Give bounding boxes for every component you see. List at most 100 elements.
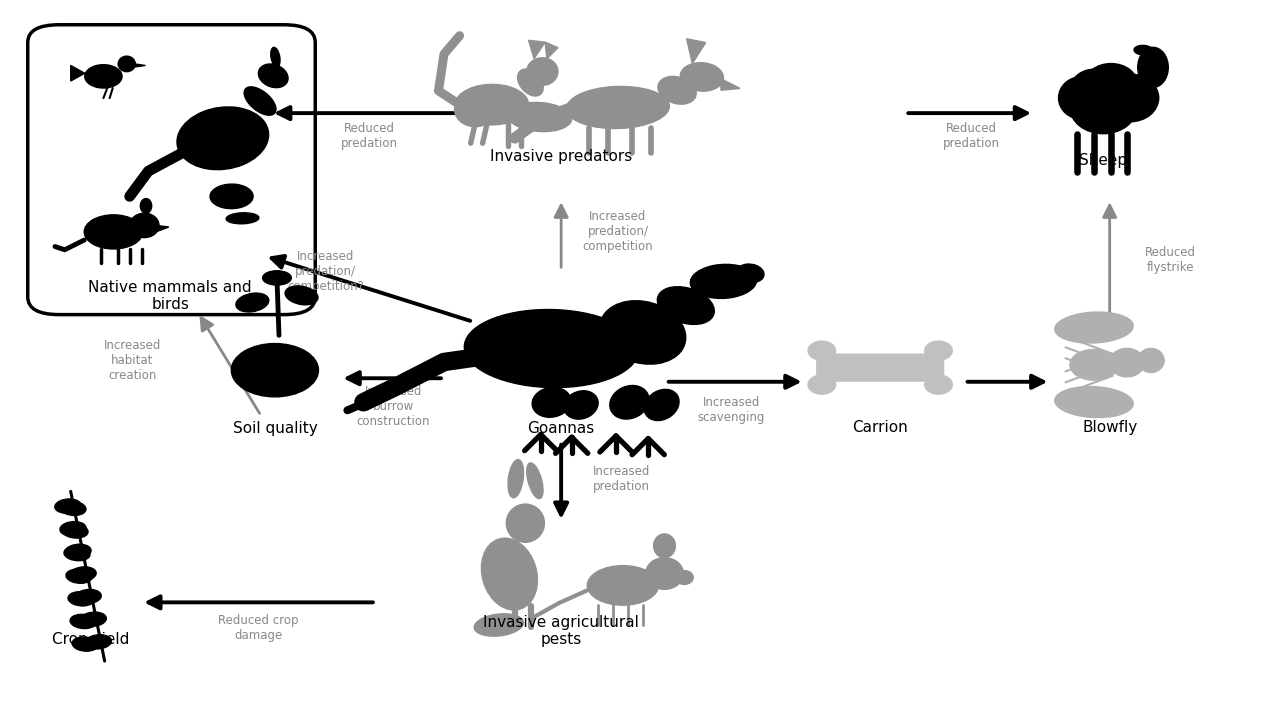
Ellipse shape [680, 63, 724, 91]
Ellipse shape [1137, 47, 1168, 88]
Ellipse shape [61, 522, 86, 536]
FancyBboxPatch shape [817, 354, 943, 381]
Ellipse shape [658, 76, 696, 104]
Ellipse shape [736, 264, 764, 283]
Ellipse shape [86, 635, 111, 649]
Text: Increased
predation/
competition?: Increased predation/ competition? [288, 250, 363, 293]
Text: Native mammals and
birds: Native mammals and birds [88, 280, 252, 312]
Ellipse shape [130, 214, 159, 238]
Polygon shape [156, 226, 169, 232]
Ellipse shape [1054, 312, 1134, 343]
Ellipse shape [508, 103, 571, 132]
Polygon shape [135, 64, 145, 67]
Ellipse shape [211, 184, 253, 209]
Ellipse shape [600, 300, 686, 364]
Ellipse shape [84, 215, 142, 249]
Ellipse shape [71, 614, 96, 629]
Text: Blowfly: Blowfly [1082, 420, 1137, 435]
Ellipse shape [1069, 349, 1119, 380]
Polygon shape [686, 39, 706, 64]
Ellipse shape [271, 47, 280, 67]
Ellipse shape [61, 501, 86, 515]
Ellipse shape [1058, 76, 1106, 119]
Ellipse shape [566, 86, 670, 129]
Text: Soil quality: Soil quality [232, 421, 318, 436]
Text: Increased
burrow
construction: Increased burrow construction [357, 385, 430, 428]
Ellipse shape [657, 287, 714, 325]
Text: Reduced
predation: Reduced predation [340, 122, 398, 150]
Text: Reduced crop
damage: Reduced crop damage [218, 614, 299, 642]
Polygon shape [528, 40, 545, 59]
Ellipse shape [66, 544, 91, 559]
Text: Invasive agricultural
pests: Invasive agricultural pests [483, 614, 639, 647]
Ellipse shape [177, 107, 269, 170]
Ellipse shape [62, 524, 88, 538]
Ellipse shape [1137, 349, 1164, 373]
Ellipse shape [644, 390, 680, 421]
Ellipse shape [646, 558, 683, 590]
Polygon shape [71, 66, 84, 81]
Ellipse shape [517, 69, 543, 96]
Ellipse shape [245, 87, 276, 115]
Ellipse shape [68, 592, 95, 606]
Ellipse shape [1101, 74, 1159, 122]
Ellipse shape [454, 92, 496, 127]
Ellipse shape [527, 463, 543, 498]
Polygon shape [721, 79, 740, 90]
Ellipse shape [64, 547, 90, 561]
Ellipse shape [564, 391, 598, 419]
Ellipse shape [66, 569, 92, 583]
Ellipse shape [1071, 69, 1117, 107]
Polygon shape [545, 42, 557, 59]
Text: Sheep: Sheep [1079, 153, 1127, 168]
Ellipse shape [226, 213, 259, 224]
Ellipse shape [259, 64, 288, 88]
Text: Increased
predation: Increased predation [593, 465, 651, 493]
Ellipse shape [690, 264, 757, 298]
Ellipse shape [232, 119, 261, 135]
Text: Reduced
flystrike: Reduced flystrike [1145, 246, 1195, 274]
Ellipse shape [71, 567, 96, 581]
Ellipse shape [76, 590, 101, 604]
Ellipse shape [231, 344, 319, 397]
Ellipse shape [464, 310, 638, 387]
Ellipse shape [532, 387, 571, 417]
Ellipse shape [653, 534, 676, 558]
Ellipse shape [924, 341, 952, 360]
Ellipse shape [527, 58, 557, 86]
Text: Goannas: Goannas [527, 421, 595, 436]
Text: Carrion: Carrion [852, 420, 908, 435]
Ellipse shape [72, 637, 98, 651]
Ellipse shape [610, 385, 649, 419]
Ellipse shape [588, 566, 658, 605]
Ellipse shape [474, 614, 523, 636]
Ellipse shape [1134, 45, 1153, 55]
Text: Increased
scavenging: Increased scavenging [697, 396, 765, 424]
Ellipse shape [119, 56, 135, 71]
Ellipse shape [285, 286, 318, 305]
Ellipse shape [54, 499, 81, 513]
Ellipse shape [84, 65, 122, 88]
Ellipse shape [140, 199, 151, 214]
Ellipse shape [808, 341, 836, 360]
Ellipse shape [924, 375, 952, 395]
Ellipse shape [506, 504, 545, 542]
Ellipse shape [508, 460, 523, 498]
Text: Reduced
predation: Reduced predation [942, 122, 1000, 150]
Ellipse shape [1054, 387, 1134, 418]
Ellipse shape [81, 612, 106, 626]
Ellipse shape [1110, 349, 1145, 377]
Text: Increased
habitat
creation: Increased habitat creation [103, 339, 161, 382]
FancyBboxPatch shape [28, 25, 315, 315]
Ellipse shape [1071, 81, 1136, 134]
Ellipse shape [808, 375, 836, 395]
Ellipse shape [455, 84, 528, 125]
Text: Crop yield: Crop yield [52, 632, 130, 647]
Ellipse shape [1084, 64, 1137, 104]
Ellipse shape [676, 571, 694, 585]
Ellipse shape [236, 293, 269, 312]
Ellipse shape [482, 538, 537, 610]
Ellipse shape [262, 271, 291, 285]
Text: Increased
predation/
competition: Increased predation/ competition [583, 211, 653, 253]
Text: Invasive predators: Invasive predators [491, 149, 632, 164]
